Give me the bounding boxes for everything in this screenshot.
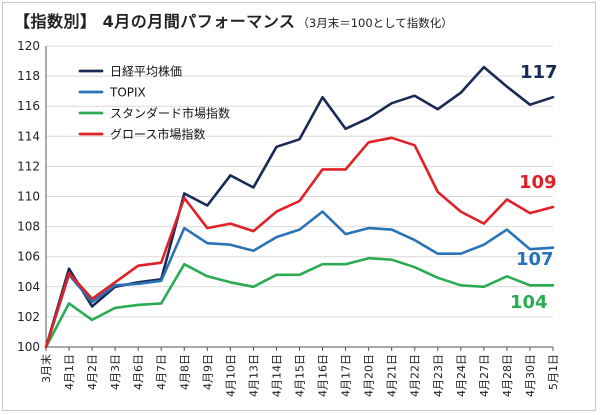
x-tick-label: 4月2日	[86, 354, 99, 390]
x-tick-label: 4月21日	[386, 354, 399, 397]
end-label-3: 109	[519, 172, 557, 193]
x-tick-label: 4月20日	[363, 354, 376, 397]
end-label-0: 117	[520, 62, 558, 83]
x-axis-ticks: 3月末 4月1日 4月2日 4月3日 4月6日 4月7日 4月8日 4月9日 4月10日 4月13…	[39, 354, 560, 397]
end-label-2: 104	[510, 292, 548, 313]
x-tick-label: 4月6日	[132, 354, 145, 390]
y-tick-label: 102	[17, 310, 40, 324]
chart-title: 【指数別】 4月の月間パフォーマンス （3月末＝100として指数化）	[14, 8, 453, 32]
chart-subtitle: （3月末＝100として指数化）	[297, 16, 453, 30]
y-tick-label: 120	[17, 39, 40, 53]
x-tick-label: 4月10日	[224, 354, 237, 397]
x-tick-label: 4月16日	[317, 354, 330, 397]
y-tick-label: 116	[17, 99, 40, 113]
legend-label: 日経平均株価	[110, 64, 182, 79]
legend-label: スタンダード市場指数	[110, 106, 230, 121]
end-label-1: 107	[516, 249, 554, 270]
x-tick-label: 4月28日	[501, 354, 514, 397]
x-tick-label: 4月1日	[63, 354, 76, 390]
x-tick-label: 4月23日	[432, 354, 445, 397]
y-tick-label: 106	[17, 250, 40, 264]
x-tick-label: 4月30日	[524, 354, 537, 397]
legend-label: グロース市場指数	[110, 127, 205, 142]
x-tick-label: 3月末	[39, 354, 53, 383]
x-tick-label: 4月14日	[270, 354, 283, 397]
x-tick-label: 4月24日	[455, 354, 468, 397]
series-line-3	[44, 136, 555, 349]
x-tick-label: 4月15日	[294, 354, 307, 397]
y-tick-label: 112	[17, 159, 40, 173]
y-tick-label: 114	[17, 129, 40, 143]
series-lines	[44, 65, 555, 349]
x-tick-label: 4月13日	[247, 354, 260, 397]
x-tick-label: 4月22日	[409, 354, 422, 397]
series-line-1	[44, 210, 555, 349]
gridlines	[45, 45, 554, 351]
end-labels: 117 107 104 109	[510, 62, 558, 313]
x-tick-label: 4月3日	[109, 354, 122, 390]
x-tick-label: 4月17日	[340, 354, 353, 397]
y-tick-label: 110	[17, 190, 40, 204]
y-tick-label: 104	[17, 280, 40, 294]
x-tick-label: 4月7日	[155, 354, 168, 390]
x-tick-label: 4月9日	[201, 354, 214, 390]
x-tick-label: 4月27日	[478, 354, 491, 397]
series-line-2	[44, 256, 555, 349]
x-tick-label: 5月1日	[547, 354, 560, 390]
y-tick-label: 108	[17, 220, 40, 234]
y-axis-ticks: 100 102 104 106 108 110 112 114 116 118 120	[17, 39, 40, 354]
y-tick-label: 118	[17, 69, 40, 83]
y-tick-label: 100	[17, 340, 40, 354]
chart-title-main: 【指数別】 4月の月間パフォーマンス	[14, 12, 296, 31]
legend-label: TOPIX	[109, 86, 146, 100]
x-tick-label: 4月8日	[178, 354, 191, 390]
